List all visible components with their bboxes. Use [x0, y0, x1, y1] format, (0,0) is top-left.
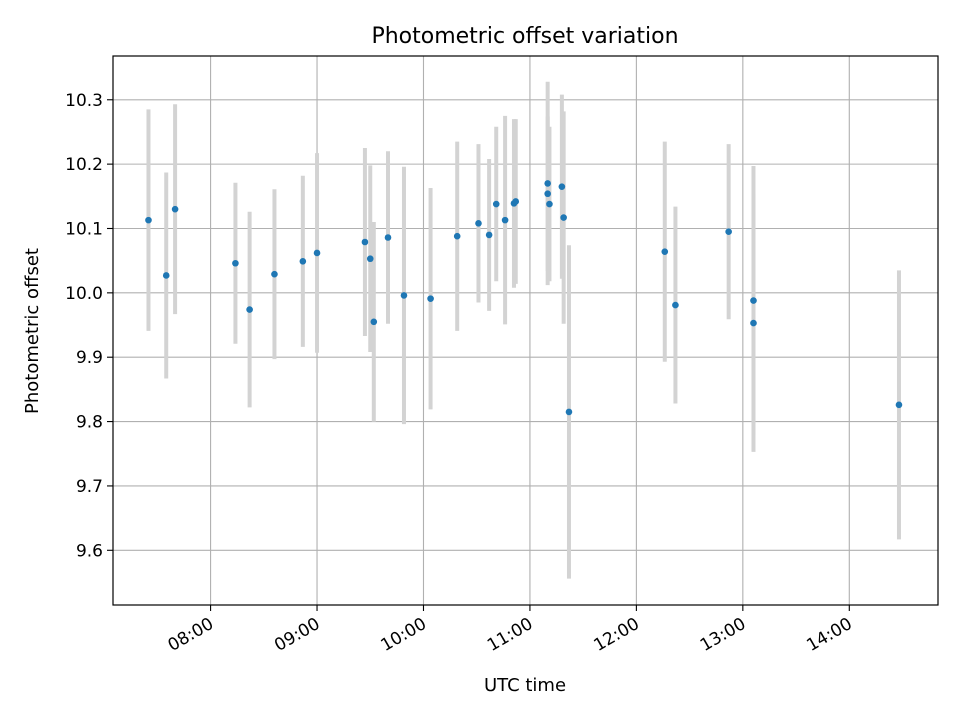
data-point: [453, 232, 461, 240]
data-point: [246, 306, 253, 313]
data-point: [485, 231, 493, 239]
data-point: [145, 216, 152, 224]
data-point: [512, 198, 520, 205]
data-point: [171, 205, 179, 213]
chart-title: Photometric offset variation: [371, 24, 678, 49]
x-axis-label: UTC time: [484, 675, 566, 696]
y-tick-label: 9.9: [76, 348, 103, 368]
data-point: [162, 272, 170, 279]
data-point: [361, 238, 369, 246]
error-bars: [146, 81, 901, 579]
x-tick-label: 14:00: [803, 614, 855, 656]
y-tick-label: 9.7: [76, 477, 103, 497]
data-point: [313, 249, 321, 257]
x-tick-label: 12:00: [590, 614, 642, 656]
y-axis-label: Photometric offset: [22, 248, 43, 414]
data-point: [427, 295, 434, 302]
data-point: [544, 180, 551, 187]
x-axis-ticks: 08:00 09:00 10:00 11:00 12:00 13:00 14:00: [165, 605, 856, 656]
data-point: [750, 319, 757, 327]
x-tick-label: 13:00: [697, 614, 749, 656]
x-tick-label: 11:00: [484, 614, 536, 656]
data-point: [299, 258, 307, 265]
data-point: [366, 255, 374, 263]
y-tick-label: 10.0: [65, 284, 103, 304]
y-tick-label: 10.2: [65, 155, 103, 175]
data-point: [400, 292, 408, 299]
data-point: [232, 259, 239, 267]
data-point: [725, 228, 732, 236]
data-point: [492, 200, 500, 208]
plot-area: [112, 55, 939, 606]
data-point: [501, 216, 509, 224]
x-tick-label: 08:00: [165, 614, 217, 656]
data-point: [560, 214, 567, 221]
y-tick-label: 10.1: [65, 219, 103, 239]
data-point: [271, 270, 278, 278]
data-point: [544, 190, 551, 198]
y-axis-ticks: 9.6 9.7 9.8 9.9 10.0 10.1 10.2 10.3: [65, 91, 113, 561]
x-tick-label: 10:00: [378, 614, 430, 656]
data-point: [384, 234, 392, 241]
data-point: [558, 183, 566, 190]
y-tick-label: 10.3: [65, 91, 103, 111]
y-tick-label: 9.6: [76, 541, 103, 561]
data-point: [661, 248, 669, 255]
data-point: [546, 200, 553, 208]
data-points: [145, 180, 903, 416]
x-tick-label: 09:00: [271, 614, 323, 656]
data-point: [672, 301, 679, 309]
y-tick-label: 9.8: [76, 413, 103, 433]
data-point: [895, 401, 903, 409]
data-point: [750, 297, 757, 304]
data-point: [370, 318, 378, 326]
data-point: [565, 408, 573, 416]
data-point: [475, 220, 482, 227]
